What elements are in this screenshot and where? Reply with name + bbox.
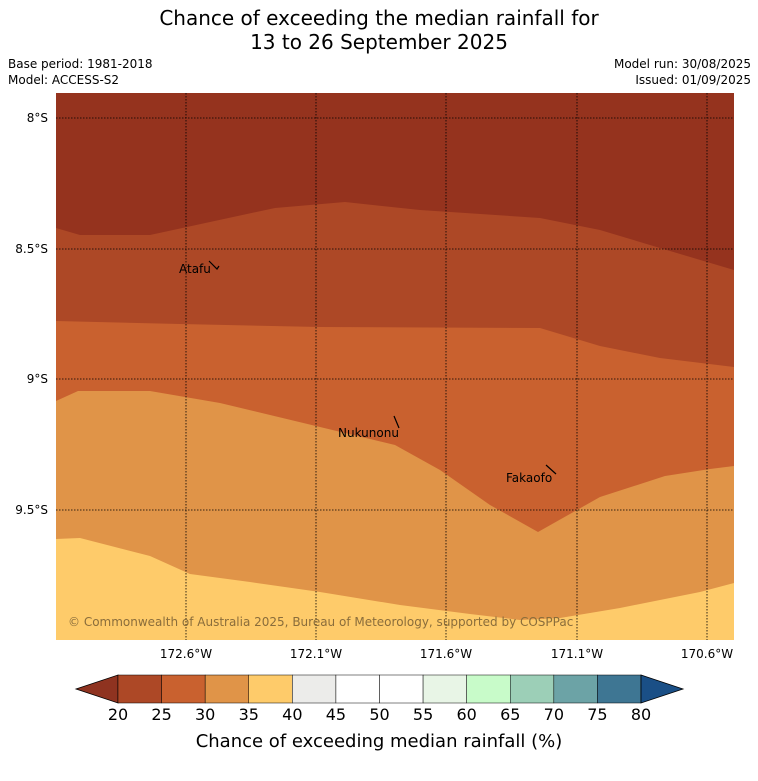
- zone-35-40: [56, 538, 734, 640]
- colorbar-tick-label: 25: [151, 705, 171, 724]
- longitude-labels: 172.6°W 172.1°W 171.6°W 171.1°W 170.6°W: [160, 647, 733, 661]
- colorbar-high-extend: [640, 674, 685, 704]
- zone-30-35: [56, 391, 734, 640]
- model-run: Model run: 30/08/2025: [613, 57, 751, 71]
- colorbar-tick-label: 35: [239, 705, 259, 724]
- colorbar-segment: [597, 674, 642, 704]
- colorbar-tick-label: 60: [456, 705, 476, 724]
- lat-label-9s: 9°S: [27, 372, 48, 386]
- colorbar-tick-label: 65: [500, 705, 520, 724]
- lon-label-172-1w: 172.1°W: [290, 647, 342, 661]
- fakaofo-atoll-shape: [545, 464, 557, 475]
- map-panel: Atafu Nukunonu Fakaofo © Commonwealth of…: [56, 93, 734, 640]
- lon-label-171-1w: 171.1°W: [551, 647, 603, 661]
- colorbar-segment: [248, 674, 293, 704]
- colorbar-segment: [466, 674, 511, 704]
- colorbar-segment: [292, 674, 337, 704]
- colorbar-tick-label: 45: [326, 705, 346, 724]
- issued-date: Issued: 01/09/2025: [635, 73, 751, 87]
- nukunonu-atoll-shape: [393, 415, 400, 429]
- colorbar-tick-label: 20: [108, 705, 128, 724]
- colorbar-tick-labels: 20 25 30 35 40 45 50 55 60 65 70 75 80: [108, 705, 651, 724]
- colorbar-tick-label: 80: [631, 705, 651, 724]
- colorbar-tick-label: 70: [544, 705, 564, 724]
- colorbar-title: Chance of exceeding median rainfall (%): [196, 731, 563, 752]
- lon-label-172-6w: 172.6°W: [160, 647, 212, 661]
- colorbar-segment: [422, 674, 467, 704]
- atoll-outlines: [208, 260, 557, 475]
- colorbar-tick-label: 40: [282, 705, 302, 724]
- colorbar: [74, 674, 685, 704]
- lat-label-9-5s: 9.5°S: [15, 503, 48, 517]
- map-title-line1: Chance of exceeding the median rainfall …: [159, 6, 599, 30]
- lat-label-8s: 8°S: [27, 111, 48, 125]
- colorbar-segment: [335, 674, 380, 704]
- lat-label-8-5s: 8.5°S: [15, 242, 48, 256]
- colorbar-tick-label: 50: [369, 705, 389, 724]
- base-period: Base period: 1981-2018: [8, 57, 153, 71]
- colorbar-segment: [510, 674, 555, 704]
- copyright-notice: © Commonwealth of Australia 2025, Bureau…: [68, 615, 573, 629]
- colorbar-segment: [161, 674, 206, 704]
- colorbar-low-extend: [74, 674, 119, 704]
- colorbar-segment: [204, 674, 250, 704]
- colorbar-segment: [117, 674, 162, 704]
- colorbar-tick-label: 30: [195, 705, 215, 724]
- colorbar-segment: [379, 674, 424, 704]
- lon-label-170-6w: 170.6°W: [681, 647, 733, 661]
- place-nukunonu: Nukunonu: [338, 426, 399, 440]
- place-fakaofo: Fakaofo: [506, 471, 552, 485]
- colorbar-tick-label: 75: [587, 705, 607, 724]
- colorbar-segment: [553, 674, 598, 704]
- atafu-atoll-shape: [208, 260, 220, 270]
- grid-lines: [56, 93, 734, 640]
- latitude-labels: 8°S 8.5°S 9°S 9.5°S: [15, 111, 48, 517]
- model-name: Model: ACCESS-S2: [8, 73, 120, 87]
- map-title-line2: 13 to 26 September 2025: [250, 30, 508, 54]
- colorbar-tick-label: 55: [413, 705, 433, 724]
- lon-label-171-6w: 171.6°W: [420, 647, 472, 661]
- place-atafu: Atafu: [179, 262, 211, 276]
